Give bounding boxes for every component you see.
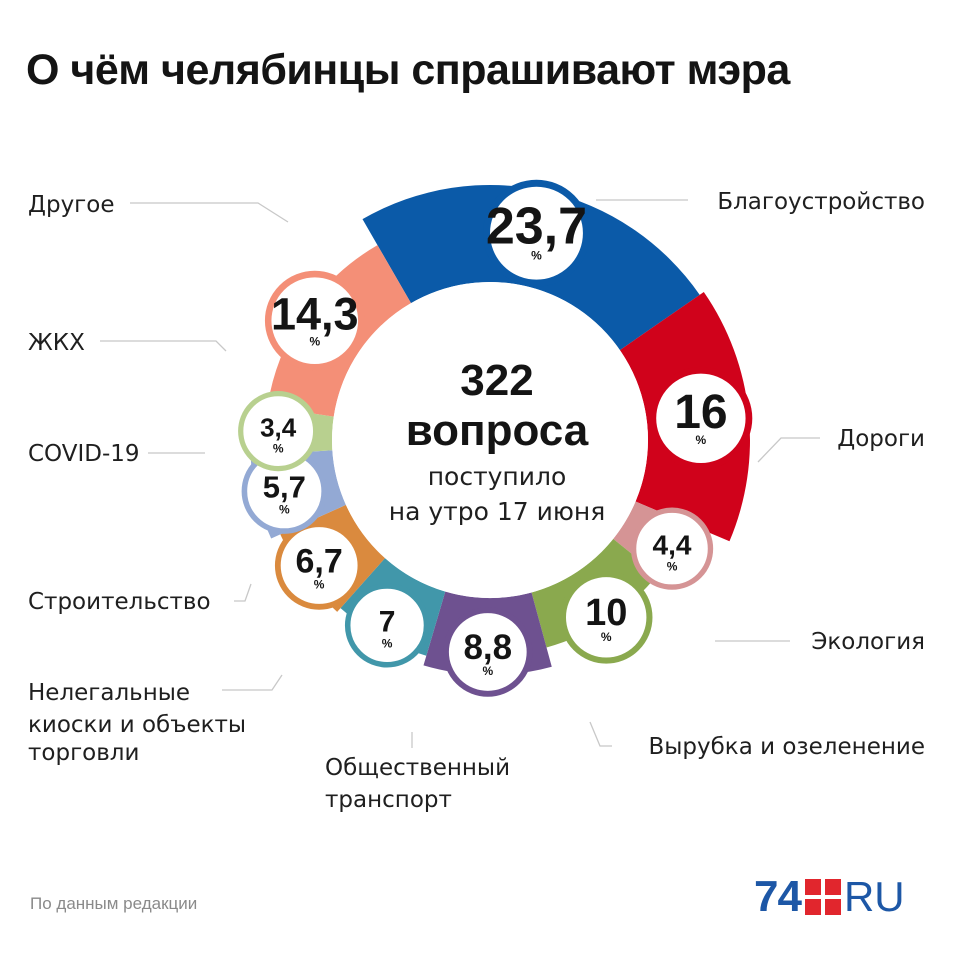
value-label: 3,4 — [260, 412, 297, 442]
value-badge — [443, 607, 533, 697]
logo-number: 74 — [754, 872, 802, 921]
logo-square-icon — [804, 879, 841, 915]
percent-sign: % — [531, 249, 542, 263]
value-badge — [649, 366, 753, 470]
percent-sign: % — [279, 502, 290, 516]
value-label: 16 — [674, 386, 727, 439]
value-label: 10 — [585, 592, 627, 634]
category-label: Нелегальные — [28, 680, 190, 706]
leader-line — [222, 674, 283, 691]
leader-line — [100, 340, 227, 352]
value-label: 23,7 — [486, 198, 587, 256]
leader-line — [130, 202, 289, 223]
percent-sign: % — [601, 630, 612, 644]
category-label: Экология — [811, 629, 925, 655]
leader-line — [757, 437, 820, 463]
center-hole — [332, 282, 648, 598]
value-badge — [559, 571, 653, 664]
value-badge — [264, 270, 365, 371]
percent-sign: % — [273, 441, 284, 455]
value-badge — [483, 179, 590, 287]
category-label: Дороги — [837, 426, 925, 452]
center-line-1: поступило — [428, 462, 567, 491]
percent-sign: % — [667, 559, 678, 573]
value-badge — [630, 507, 714, 590]
percent-sign: % — [309, 335, 320, 349]
page-title: О чём челябинцы спрашивают мэра — [26, 46, 790, 94]
value-label: 7 — [379, 605, 396, 638]
category-label: киоски и объекты — [28, 712, 246, 738]
category-label: Общественный — [325, 755, 510, 781]
value-badges: 23,7%16%4,4%10%8,8%7%6,7%5,7%3,4%14,3% — [238, 179, 753, 697]
value-badge — [238, 391, 319, 472]
center-line-2: на утро 17 июня — [389, 497, 606, 526]
category-labels: Благоустройство Дороги Экология Вырубка и о… — [28, 189, 925, 813]
value-label: 6,7 — [296, 542, 343, 580]
source-note: По данным редакции — [30, 894, 198, 913]
logo-suffix: RU — [843, 873, 905, 920]
category-label: COVID-19 — [28, 441, 140, 467]
value-badge — [344, 583, 430, 668]
leader-lines — [100, 199, 820, 748]
category-label: транспорт — [325, 787, 452, 813]
value-badge — [274, 521, 364, 610]
logo: 74 RU — [754, 875, 905, 919]
percent-sign: % — [314, 577, 325, 591]
leader-line — [234, 583, 252, 602]
center-number: 322 — [460, 356, 533, 405]
center-summary: 322 вопроса поступило на утро 17 июня — [332, 282, 648, 598]
value-label: 5,7 — [263, 469, 306, 504]
category-label: Строительство — [28, 589, 211, 615]
percent-sign: % — [696, 433, 707, 447]
category-label: торговли — [28, 740, 139, 766]
category-label: Другое — [28, 192, 115, 218]
leader-line — [589, 721, 612, 747]
category-label: Вырубка и озеленение — [648, 734, 925, 760]
value-label: 14,3 — [271, 289, 359, 340]
value-label: 4,4 — [653, 529, 692, 560]
value-label: 8,8 — [463, 628, 512, 667]
percent-sign: % — [382, 636, 393, 650]
percent-sign: % — [482, 664, 493, 678]
category-label: ЖКХ — [28, 330, 85, 356]
category-label: Благоустройство — [717, 189, 925, 215]
center-word: вопроса — [406, 406, 589, 455]
